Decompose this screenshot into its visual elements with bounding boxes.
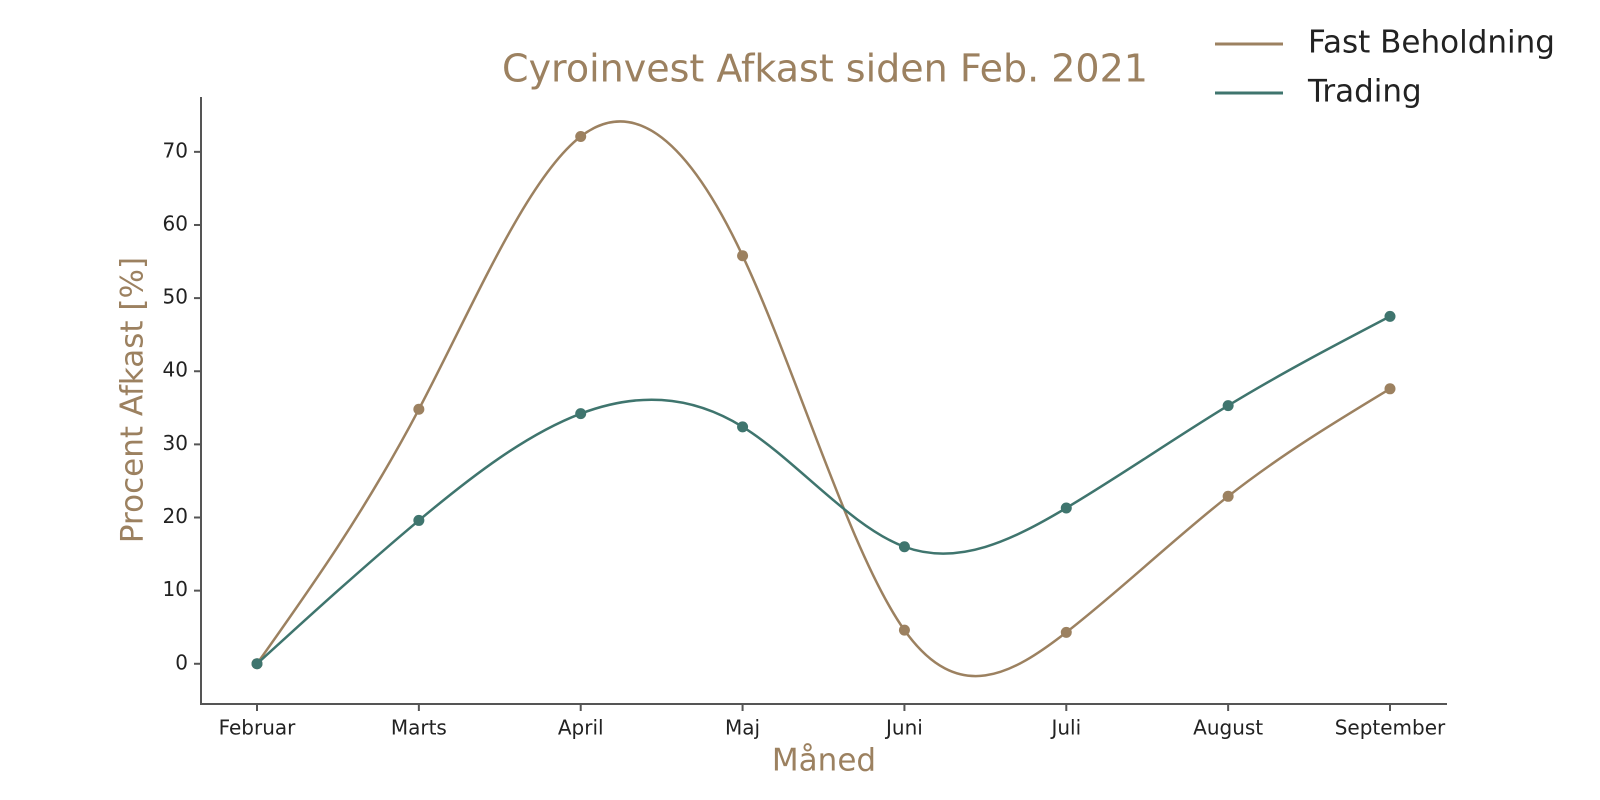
y-tick-label: 0: [175, 650, 188, 674]
x-tick-label: Februar: [219, 716, 297, 740]
y-tick-label: 10: [163, 577, 188, 601]
data-point: [413, 514, 425, 526]
data-point: [575, 408, 587, 420]
data-point: [251, 658, 263, 670]
chart-title: Cyroinvest Afkast siden Feb. 2021: [502, 47, 1148, 91]
x-tick-label: Juli: [1049, 716, 1081, 740]
legend-label: Trading: [1307, 74, 1422, 110]
data-point: [1060, 502, 1072, 514]
data-point: [1060, 626, 1072, 638]
data-point: [1222, 400, 1234, 412]
legend-label: Fast Beholdning: [1308, 25, 1555, 61]
x-axis-label: Måned: [772, 743, 876, 779]
series-line: [255, 120, 1391, 678]
data-point: [737, 421, 749, 433]
data-point: [898, 541, 910, 553]
x-tick-label: August: [1193, 716, 1263, 740]
data-point: [737, 250, 749, 262]
x-tick-label: April: [558, 716, 604, 740]
y-tick-label: 30: [163, 431, 188, 455]
y-tick-label: 70: [163, 138, 188, 162]
data-point: [575, 130, 587, 142]
y-tick-label: 20: [163, 504, 188, 528]
data-point: [1222, 490, 1234, 502]
y-tick-label: 60: [163, 211, 188, 235]
x-tick-label: September: [1335, 716, 1446, 740]
data-point: [898, 624, 910, 636]
y-tick-label: 50: [163, 285, 188, 309]
y-axis-label: Procent Afkast [%]: [115, 257, 151, 543]
data-point: [413, 403, 425, 415]
x-tick-label: Marts: [391, 716, 447, 740]
data-point: [1384, 383, 1396, 395]
series-line: [256, 315, 1391, 665]
x-tick-label: Juni: [884, 716, 923, 740]
y-tick-label: 40: [163, 358, 188, 382]
x-tick-label: Maj: [725, 716, 760, 740]
data-point: [1384, 310, 1396, 322]
